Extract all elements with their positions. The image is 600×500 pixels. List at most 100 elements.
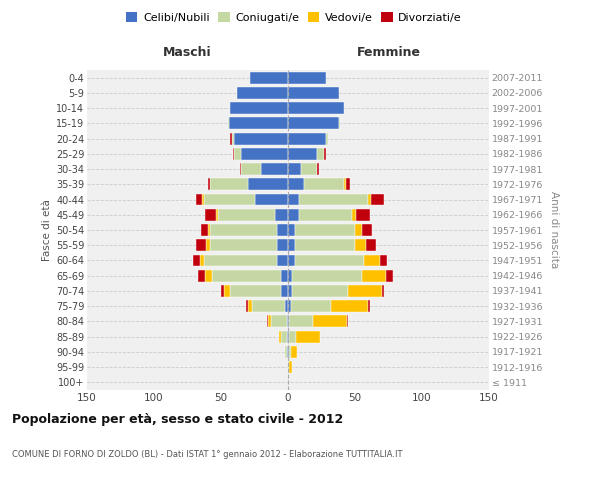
Bar [203, 254, 277, 266]
Bar [210, 224, 277, 236]
Bar [362, 270, 386, 281]
Bar [281, 270, 288, 281]
Bar [295, 240, 355, 251]
Bar [355, 240, 366, 251]
Legend: Celibi/Nubili, Coniugati/e, Vedovi/e, Divorziati/e: Celibi/Nubili, Coniugati/e, Vedovi/e, Di… [122, 8, 466, 28]
Bar [371, 194, 385, 205]
Bar [232, 132, 235, 144]
Bar [289, 316, 313, 328]
Bar [288, 132, 326, 144]
Bar [288, 118, 339, 130]
Bar [230, 285, 281, 297]
Bar [368, 194, 371, 205]
Bar [196, 194, 202, 205]
Bar [346, 178, 350, 190]
Bar [208, 224, 210, 236]
Bar [355, 224, 362, 236]
Bar [286, 300, 288, 312]
Bar [356, 209, 370, 220]
Bar [241, 148, 288, 160]
Bar [268, 316, 271, 328]
Bar [362, 224, 373, 236]
Bar [212, 270, 281, 281]
Bar [364, 254, 380, 266]
Bar [288, 330, 289, 342]
Bar [208, 178, 210, 190]
Bar [221, 285, 224, 297]
Bar [203, 194, 254, 205]
Bar [289, 330, 296, 342]
Bar [288, 240, 295, 251]
Bar [288, 316, 289, 328]
Bar [313, 316, 347, 328]
Bar [288, 254, 295, 266]
Bar [275, 209, 288, 220]
Bar [202, 194, 203, 205]
Bar [299, 194, 368, 205]
Bar [288, 102, 344, 114]
Bar [248, 300, 252, 312]
Bar [261, 163, 288, 175]
Bar [281, 330, 287, 342]
Bar [287, 330, 288, 342]
Bar [288, 72, 326, 84]
Bar [288, 361, 289, 373]
Bar [295, 254, 364, 266]
Bar [288, 178, 304, 190]
Bar [248, 178, 288, 190]
Bar [193, 254, 200, 266]
Bar [288, 300, 290, 312]
Bar [386, 270, 392, 281]
Bar [304, 178, 344, 190]
Bar [295, 224, 355, 236]
Bar [368, 300, 370, 312]
Bar [288, 148, 317, 160]
Bar [287, 316, 288, 328]
Bar [196, 240, 206, 251]
Bar [205, 270, 212, 281]
Bar [292, 270, 362, 281]
Bar [339, 118, 340, 130]
Bar [210, 240, 277, 251]
Bar [230, 102, 288, 114]
Text: COMUNE DI FORNO DI ZOLDO (BL) - Dati ISTAT 1° gennaio 2012 - Elaborazione TUTTIT: COMUNE DI FORNO DI ZOLDO (BL) - Dati IST… [12, 450, 403, 459]
Bar [233, 148, 235, 160]
Bar [349, 285, 382, 297]
Bar [326, 132, 328, 144]
Bar [250, 72, 288, 84]
Bar [352, 209, 356, 220]
Y-axis label: Fasce di età: Fasce di età [41, 199, 52, 261]
Bar [266, 316, 268, 328]
Text: Popolazione per età, sesso e stato civile - 2012: Popolazione per età, sesso e stato civil… [12, 412, 343, 426]
Bar [224, 285, 230, 297]
Bar [271, 316, 287, 328]
Bar [324, 148, 326, 160]
Bar [247, 300, 248, 312]
Bar [198, 270, 205, 281]
Bar [301, 163, 317, 175]
Bar [241, 163, 261, 175]
Bar [215, 209, 218, 220]
Bar [317, 163, 319, 175]
Bar [235, 132, 288, 144]
Bar [289, 346, 290, 358]
Bar [252, 300, 286, 312]
Bar [290, 346, 298, 358]
Bar [288, 346, 289, 358]
Bar [277, 224, 288, 236]
Bar [317, 148, 324, 160]
Bar [288, 163, 301, 175]
Bar [292, 285, 349, 297]
Bar [331, 300, 368, 312]
Bar [200, 254, 203, 266]
Bar [201, 224, 208, 236]
Bar [281, 285, 288, 297]
Bar [366, 240, 376, 251]
Bar [288, 285, 292, 297]
Bar [228, 118, 229, 130]
Bar [278, 330, 281, 342]
Bar [288, 87, 339, 99]
Bar [206, 240, 210, 251]
Bar [287, 346, 288, 358]
Bar [286, 346, 287, 358]
